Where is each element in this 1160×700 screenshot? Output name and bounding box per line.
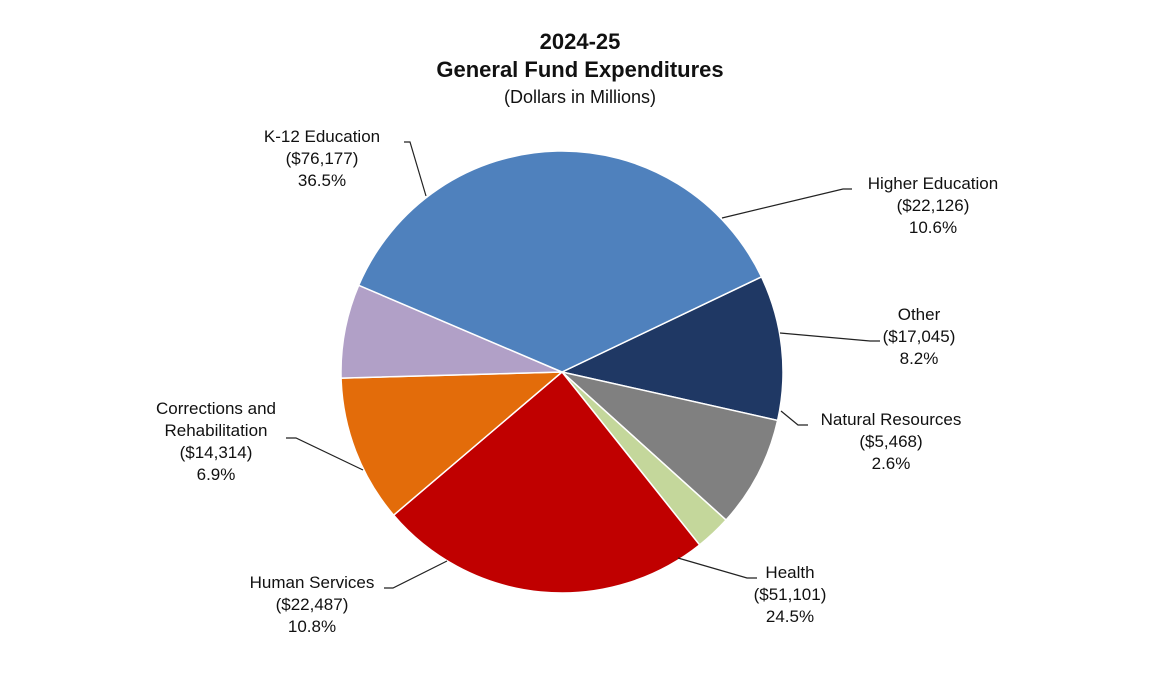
slice-label-name-corrections-and-rehabilitation: Corrections and <box>156 399 276 418</box>
chart-title: General Fund Expenditures <box>436 57 724 82</box>
chart-title-block: 2024-25 General Fund Expenditures (Dolla… <box>0 28 1160 110</box>
slice-label-amount-human-services: ($22,487) <box>276 595 349 614</box>
leader-line-corrections-and-rehabilitation <box>286 437 364 471</box>
leader-line-higher-education <box>721 188 852 219</box>
slice-label-percent-health: 24.5% <box>766 607 814 626</box>
slice-label-percent-k-12-education: 36.5% <box>298 171 346 190</box>
pie-slice-health <box>392 370 701 594</box>
leader-line-natural-resources <box>780 410 808 426</box>
leader-line-health <box>677 557 757 579</box>
slice-label-percent-human-services: 10.8% <box>288 617 336 636</box>
slice-label-name-corrections-and-rehabilitation: Rehabilitation <box>164 421 267 440</box>
pie-slice-human-services <box>340 371 565 517</box>
slice-label-amount-corrections-and-rehabilitation: ($14,314) <box>180 443 253 462</box>
slice-label-amount-other: ($17,045) <box>883 327 956 346</box>
slice-label-name-human-services: Human Services <box>250 573 375 592</box>
chart-subtitle: (Dollars in Millions) <box>503 87 657 107</box>
slice-label-name-higher-education: Higher Education <box>868 174 998 193</box>
slice-label-percent-natural-resources: 2.6% <box>872 454 911 473</box>
slice-label-amount-higher-education: ($22,126) <box>897 196 970 215</box>
slice-label-amount-natural-resources: ($5,468) <box>859 432 922 451</box>
pie-slice-higher-education <box>559 275 784 422</box>
slice-label-name-natural-resources: Natural Resources <box>821 410 962 429</box>
leader-line-other <box>779 332 880 342</box>
slice-label-percent-other: 8.2% <box>900 349 939 368</box>
leader-line-k-12-education <box>404 141 427 197</box>
slice-label-percent-higher-education: 10.6% <box>909 218 957 237</box>
slice-label-name-k-12-education: K-12 Education <box>264 127 380 146</box>
slice-label-amount-k-12-education: ($76,177) <box>286 149 359 168</box>
chart-title-year: 2024-25 <box>539 29 621 54</box>
pie-slice-other <box>559 370 779 522</box>
slice-label-percent-corrections-and-rehabilitation: 6.9% <box>197 465 236 484</box>
slice-label-name-health: Health <box>765 563 814 582</box>
slice-label-name-other: Other <box>898 305 941 324</box>
pie-slice-k-12-education <box>357 150 763 373</box>
slice-label-amount-health: ($51,101) <box>754 585 827 604</box>
leader-line-human-services <box>384 560 448 589</box>
